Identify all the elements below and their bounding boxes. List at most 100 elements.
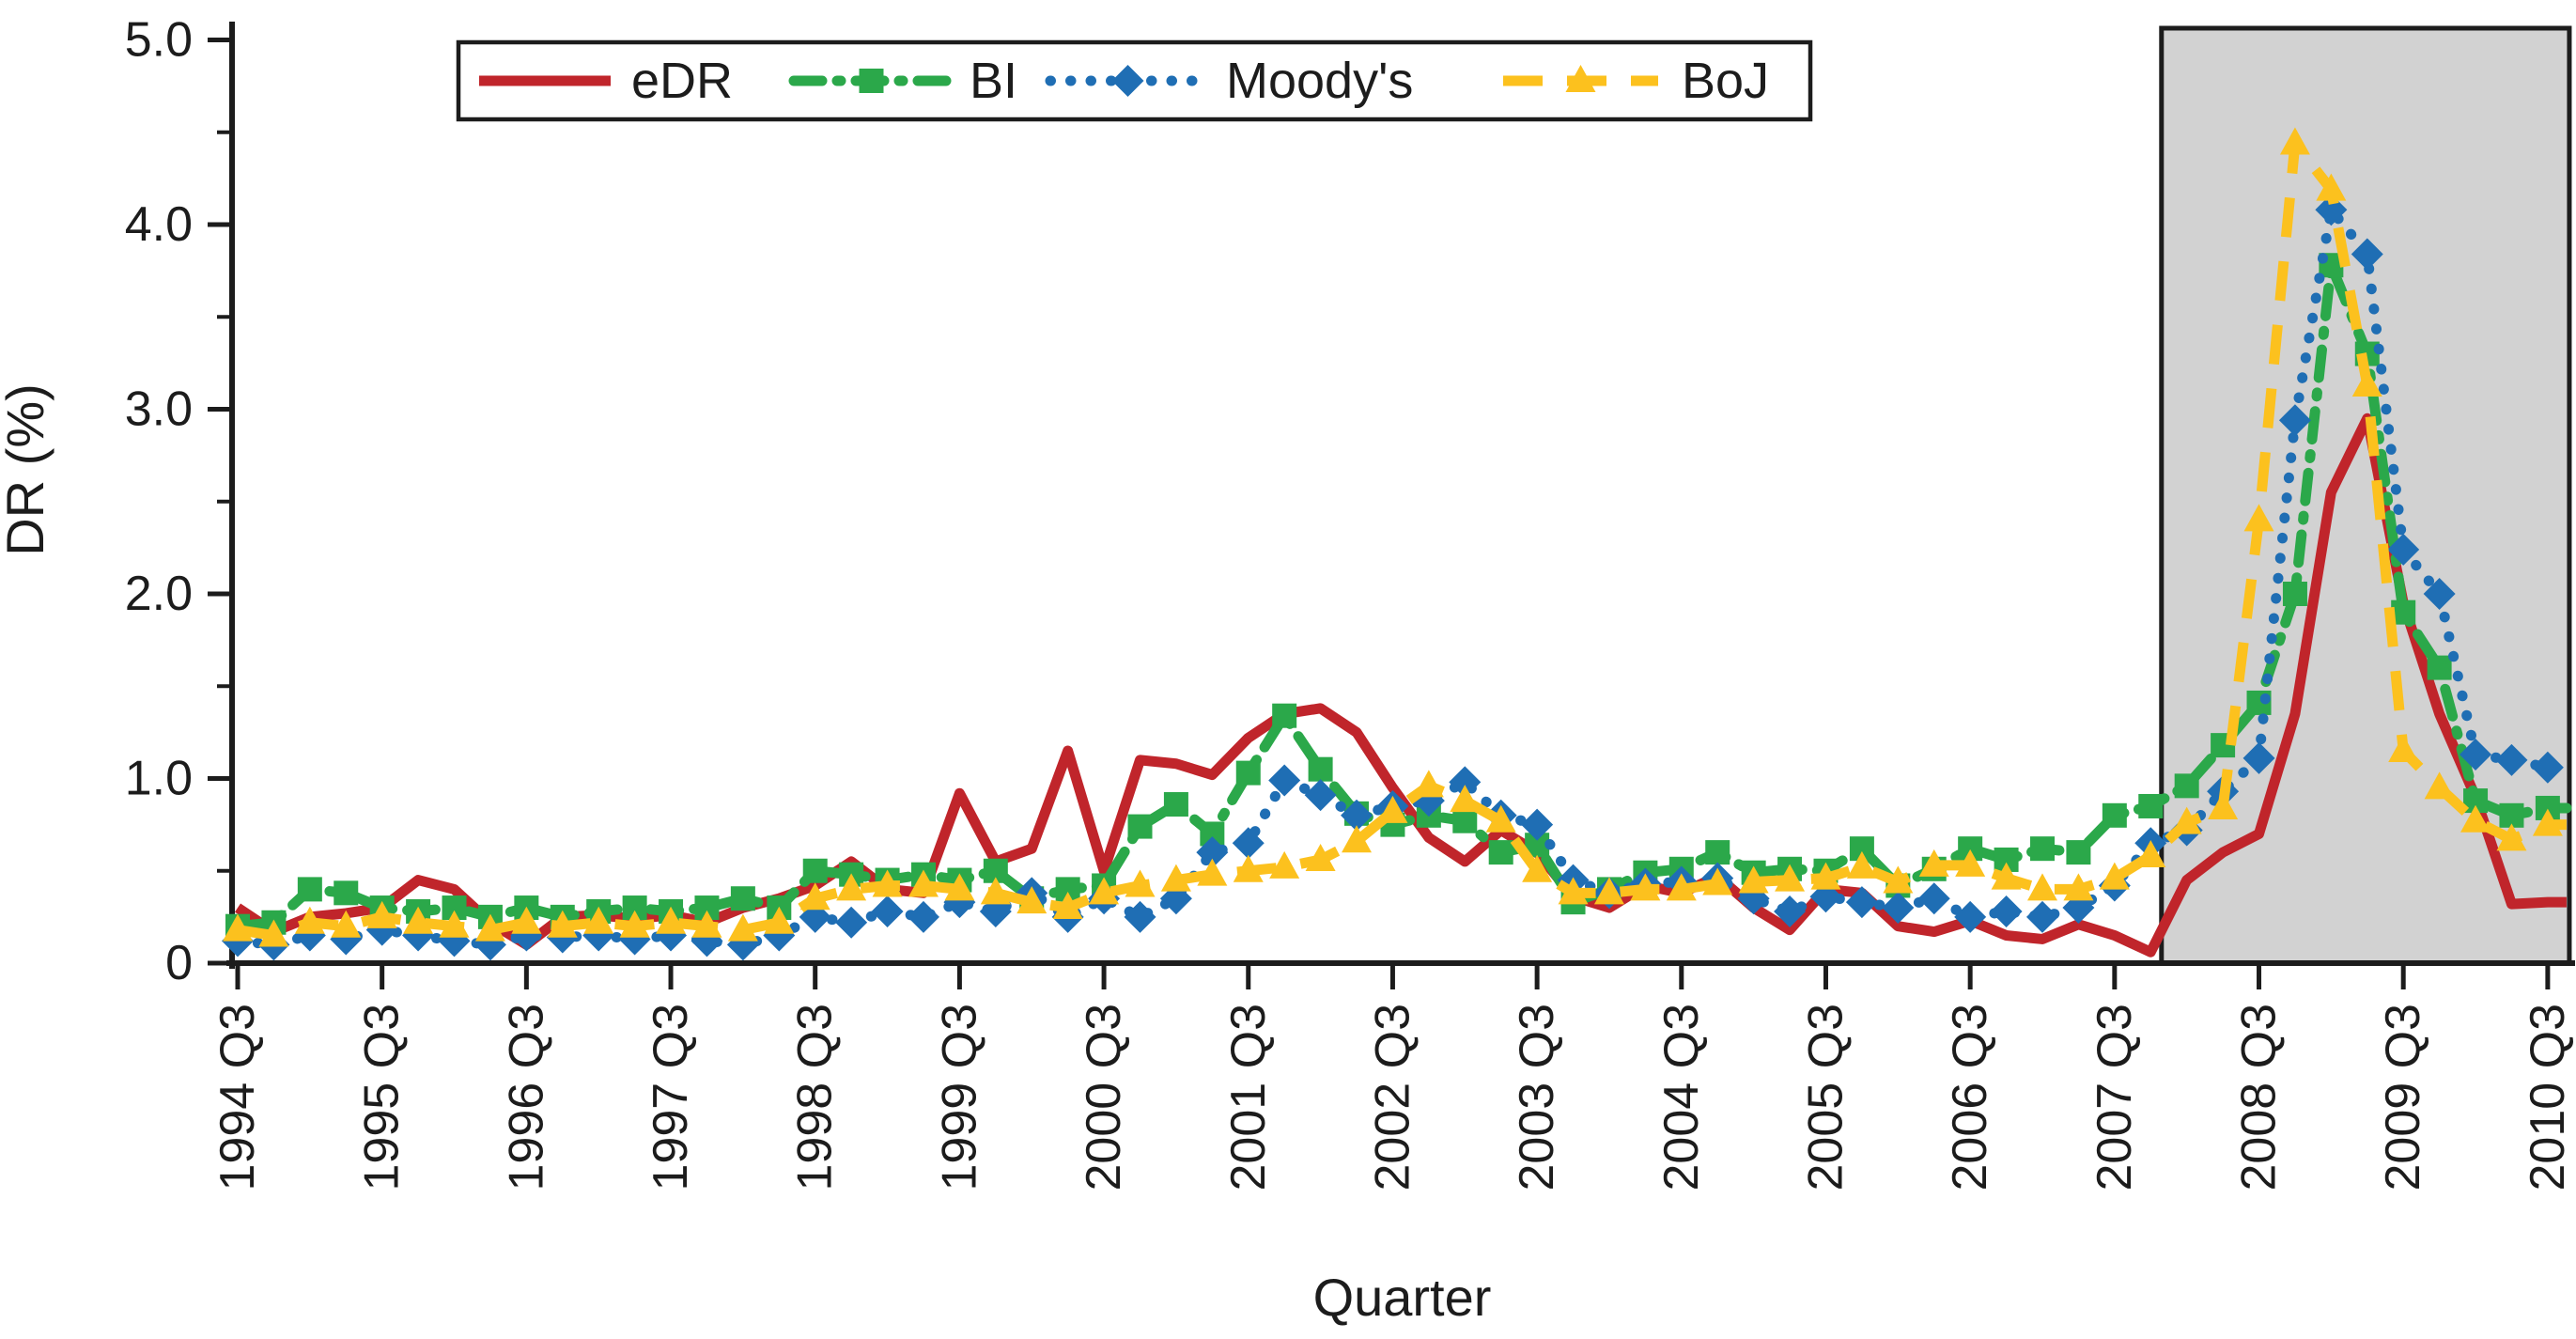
axes bbox=[226, 22, 2575, 969]
triangle-marker bbox=[1810, 862, 1841, 890]
triangle-marker bbox=[2243, 504, 2274, 532]
square-marker bbox=[1235, 760, 1261, 786]
x-tick-label: 2003 Q3 bbox=[1510, 1004, 1564, 1191]
diamond-marker bbox=[1268, 764, 1301, 797]
diamond-marker bbox=[1232, 827, 1265, 860]
square-marker bbox=[1488, 840, 1513, 865]
diamond-marker bbox=[2278, 404, 2311, 437]
triangle-marker bbox=[1565, 65, 1596, 92]
x-tick-label: 1999 Q3 bbox=[932, 1004, 986, 1191]
triangle-marker bbox=[908, 869, 939, 897]
triangle-marker bbox=[1052, 892, 1083, 920]
x-tick-label: 2009 Q3 bbox=[2376, 1004, 2430, 1191]
square-marker bbox=[859, 69, 884, 93]
diamond-marker bbox=[907, 900, 939, 933]
diamond-marker bbox=[1111, 65, 1144, 97]
x-tick-label: 1998 Q3 bbox=[788, 1004, 843, 1191]
x-tick-label: 2006 Q3 bbox=[1943, 1004, 1997, 1191]
triangle-marker bbox=[872, 869, 903, 897]
triangle-marker bbox=[258, 919, 289, 947]
diamond-marker bbox=[2315, 194, 2348, 226]
square-marker bbox=[2282, 582, 2307, 606]
legend: eDR BI Moody's BoJ bbox=[456, 39, 1813, 122]
y-axis-title: DR (%) bbox=[0, 383, 54, 556]
triangle-marker bbox=[223, 913, 253, 942]
triangle-marker bbox=[1593, 877, 1624, 905]
x-tick-label: 1996 Q3 bbox=[499, 1004, 553, 1191]
x-tick-label: 2002 Q3 bbox=[1365, 1004, 1420, 1191]
diamond-marker bbox=[1521, 808, 1554, 841]
triangle-marker bbox=[1450, 785, 1481, 813]
square-marker bbox=[1452, 808, 1478, 833]
triangle-marker bbox=[2532, 808, 2563, 836]
triangle-marker bbox=[2208, 791, 2239, 819]
legend-item-edr: eDR bbox=[479, 53, 733, 109]
square-marker bbox=[2138, 793, 2164, 818]
triangle-marker bbox=[836, 873, 867, 901]
x-axis-title: Quarter bbox=[1313, 1268, 1492, 1327]
square-marker bbox=[1308, 756, 1333, 782]
diamond-marker bbox=[835, 906, 868, 939]
x-axis-ticks: 1994 Q3 1995 Q3 1996 Q3 1997 Q3 1998 Q3 1999 … bbox=[210, 963, 2575, 1191]
square-marker bbox=[2427, 655, 2452, 680]
diamond-marker bbox=[2026, 900, 2058, 933]
diamond-marker bbox=[1449, 766, 1482, 799]
triangle-marker bbox=[1522, 854, 1553, 882]
triangle-marker bbox=[691, 910, 722, 938]
diamond-marker bbox=[2531, 751, 2564, 784]
square-marker bbox=[297, 877, 322, 902]
triangle-marker bbox=[583, 906, 614, 934]
square-marker bbox=[2066, 840, 2091, 865]
triangle-marker bbox=[366, 900, 397, 928]
diamond-marker bbox=[1341, 799, 1373, 832]
triangle-marker bbox=[2351, 368, 2382, 397]
square-marker bbox=[730, 886, 755, 911]
triangle-marker bbox=[2496, 823, 2527, 851]
triangle-marker bbox=[1413, 770, 1444, 798]
x-tick-label: 1997 Q3 bbox=[644, 1004, 698, 1191]
triangle-marker bbox=[2316, 173, 2347, 201]
x-tick-label: 1995 Q3 bbox=[355, 1004, 410, 1191]
diamond-marker bbox=[1882, 892, 1915, 925]
triangle-marker bbox=[1377, 795, 1408, 823]
square-marker bbox=[1127, 814, 1153, 839]
triangle-marker bbox=[511, 906, 542, 934]
triangle-marker bbox=[1775, 864, 1806, 892]
triangle-marker bbox=[2063, 873, 2094, 901]
x-tick-label: 2008 Q3 bbox=[2232, 1004, 2287, 1191]
diamond-marker bbox=[2423, 578, 2456, 610]
diamond-marker bbox=[1954, 900, 1987, 933]
legend-item-bi: BI bbox=[788, 53, 1017, 109]
triangle-marker bbox=[2135, 840, 2166, 868]
diamond-marker bbox=[1304, 779, 1337, 812]
triangle-marker bbox=[2027, 873, 2057, 901]
square-marker bbox=[1272, 703, 1297, 728]
diamond-marker bbox=[2387, 533, 2420, 566]
square-marker bbox=[1705, 840, 1730, 865]
legend-item-boj: BoJ bbox=[1503, 53, 1769, 109]
triangle-marker bbox=[547, 910, 578, 938]
x-tick-label: 2005 Q3 bbox=[1798, 1004, 1853, 1191]
triangle-marker bbox=[764, 906, 795, 934]
x-tick-label: 2004 Q3 bbox=[1654, 1004, 1709, 1191]
triangle-marker bbox=[1016, 886, 1047, 914]
square-marker bbox=[1163, 792, 1188, 817]
legend-label-boj: BoJ bbox=[1682, 53, 1769, 109]
legend-item-moodys: Moody's bbox=[1045, 53, 1413, 109]
y-tick-label: 4.0 bbox=[125, 197, 193, 252]
triangle-marker bbox=[331, 910, 362, 938]
triangle-marker bbox=[1883, 865, 1914, 894]
x-tick-label: 2007 Q3 bbox=[2087, 1004, 2142, 1191]
diamond-marker bbox=[2460, 738, 2492, 771]
diamond-marker bbox=[2242, 741, 2275, 774]
triangle-marker bbox=[1305, 843, 1336, 871]
diamond-marker bbox=[1124, 900, 1156, 933]
triangle-marker bbox=[1342, 825, 1373, 853]
triangle-marker bbox=[1233, 854, 1264, 882]
triangle-marker bbox=[1160, 864, 1191, 892]
x-tick-label: 1994 Q3 bbox=[210, 1004, 265, 1191]
triangle-marker bbox=[1197, 858, 1228, 886]
triangle-marker bbox=[1630, 873, 1661, 901]
